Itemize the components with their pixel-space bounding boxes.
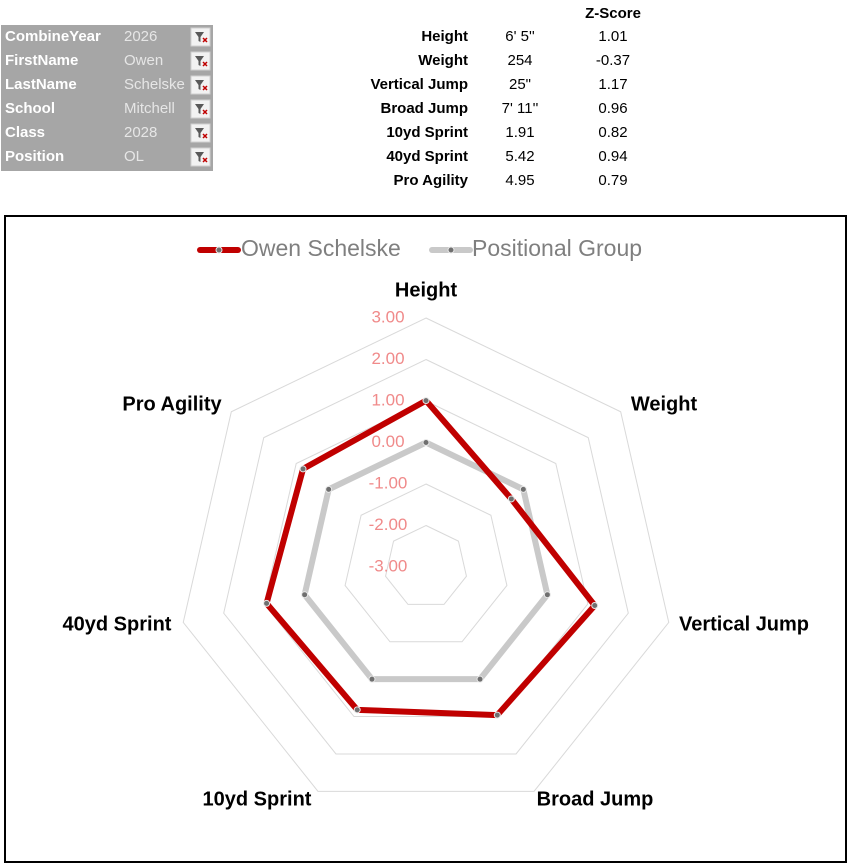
data-point [543, 591, 551, 599]
filter-icon [195, 32, 204, 42]
row-zscore: 0.82 [598, 124, 627, 141]
grid-ring [223, 358, 629, 755]
row-label: Vertical Jump [370, 76, 468, 93]
filter-button[interactable] [190, 27, 211, 47]
grid-ring [263, 400, 589, 718]
axis-tick-label: -2.00 [369, 515, 408, 534]
filter-button[interactable] [190, 99, 211, 119]
filter-x [202, 109, 208, 115]
axis-tick-label: 1.00 [371, 390, 404, 409]
row-label: 40yd Sprint [386, 148, 468, 165]
filter-x [202, 85, 208, 91]
category-label: 40yd Sprint [63, 613, 172, 635]
data-point [422, 439, 430, 446]
slicer-label: Position [5, 148, 64, 165]
grid-ring [182, 317, 670, 792]
data-point [368, 675, 376, 683]
row-value: 6' 5'' [505, 28, 535, 45]
legend-label: Owen Schelske [241, 235, 401, 261]
row-value: 7' 11'' [502, 100, 539, 117]
axis-tick-label: -1.00 [369, 473, 408, 492]
filter-icon [195, 152, 204, 162]
slicer-label: CombineYear [5, 28, 101, 45]
slicer-value: Schelske [124, 76, 185, 93]
slicer-value: OL [124, 148, 144, 165]
row-value: 254 [507, 52, 532, 69]
data-point [301, 591, 309, 599]
slicer-label: FirstName [5, 52, 78, 69]
legend-label: Positional Group [472, 235, 642, 261]
filter-x [202, 133, 208, 139]
data-point [476, 675, 484, 683]
data-point [263, 599, 271, 607]
filter-x [202, 61, 208, 67]
row-value: 25" [509, 76, 531, 93]
category-label: Height [395, 279, 458, 301]
row-label: Weight [418, 52, 468, 69]
data-point [422, 397, 430, 405]
filter-x [202, 37, 208, 43]
data-point [519, 485, 527, 493]
filter-icon [195, 104, 204, 114]
slicer-value: Owen [124, 52, 163, 69]
series-line [263, 397, 598, 719]
axis-tick-label: 2.00 [371, 349, 404, 368]
row-label: Broad Jump [380, 100, 468, 117]
row-label: Pro Agility [394, 172, 469, 189]
slicer-label: Class [5, 124, 45, 141]
filter-icon [195, 56, 204, 66]
filter-icon [195, 80, 204, 90]
axis-tick-label: 3.00 [371, 307, 404, 326]
slicer-value: Mitchell [124, 100, 175, 117]
slicer-label: LastName [5, 76, 77, 93]
row-label: Height [421, 28, 468, 45]
category-label: Weight [631, 393, 698, 415]
table-header: Z-Score [585, 5, 641, 22]
data-point [493, 711, 501, 719]
axis-tick-label: -3.00 [369, 556, 408, 575]
legend-marker [447, 246, 455, 254]
category-label: 10yd Sprint [203, 788, 312, 810]
grid-ring [344, 483, 508, 643]
slicer-label: School [5, 100, 55, 117]
row-value: 1.91 [505, 124, 534, 141]
series-line [301, 439, 551, 683]
filter-icon [195, 128, 204, 138]
filter-button[interactable] [190, 75, 211, 95]
chart-frame [4, 215, 847, 863]
data-point [591, 602, 599, 610]
row-zscore: 1.17 [598, 76, 627, 93]
row-zscore: 0.79 [598, 172, 627, 189]
axis-tick-label: 0.00 [371, 432, 404, 451]
data-point [507, 495, 515, 503]
row-zscore: 0.94 [598, 148, 627, 165]
row-zscore: 0.96 [598, 100, 627, 117]
data-point [353, 706, 361, 714]
grid-ring [384, 524, 468, 605]
slicer-value: 2028 [124, 124, 157, 141]
row-label: 10yd Sprint [386, 124, 468, 141]
row-zscore: 1.01 [598, 28, 627, 45]
data-point [299, 465, 307, 473]
category-label: Broad Jump [537, 788, 654, 810]
data-point [325, 485, 333, 493]
legend-marker [215, 246, 223, 254]
slicer-value: 2026 [124, 28, 157, 45]
filter-x [202, 157, 208, 163]
filter-button[interactable] [190, 147, 211, 167]
filter-button[interactable] [190, 123, 211, 143]
category-label: Vertical Jump [679, 613, 809, 635]
row-zscore: -0.37 [596, 52, 630, 69]
slicer-panel [1, 25, 213, 171]
row-value: 5.42 [505, 148, 534, 165]
row-value: 4.95 [505, 172, 534, 189]
category-label: Pro Agility [122, 393, 222, 415]
filter-button[interactable] [190, 51, 211, 71]
